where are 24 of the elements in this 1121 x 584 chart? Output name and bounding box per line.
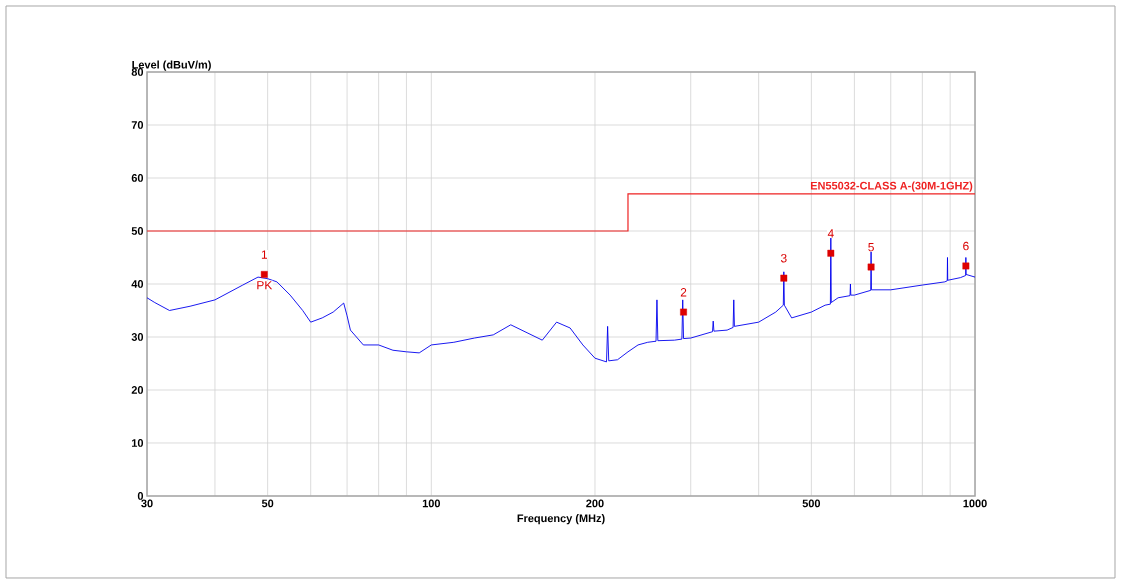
y-tick-label: 50 [131, 227, 144, 235]
x-tick-label: 50 [261, 499, 274, 508]
y-tick-label: 20 [131, 386, 144, 394]
y-tick-label: 0 [137, 492, 144, 500]
x-axis-title: Frequency (MHz) [517, 514, 605, 525]
x-tick-label: 30 [141, 499, 153, 508]
annotation: PK [257, 281, 273, 290]
annotation: 2 [680, 288, 687, 297]
x-tick-label: 200 [586, 499, 604, 508]
annotation: 3 [780, 254, 787, 263]
annotation: 4 [827, 229, 834, 238]
y-tick-label: 80 [131, 68, 144, 76]
annotation: 1 [261, 250, 268, 259]
y-tick-label: 60 [131, 174, 144, 182]
y-tick-label: 10 [132, 439, 144, 447]
x-tick-label: 100 [422, 499, 440, 508]
y-tick-label: 40 [131, 280, 144, 288]
x-tick-label: 1000 [963, 499, 987, 508]
y-tick-label: 70 [131, 121, 144, 129]
x-tick-label: 500 [802, 499, 821, 508]
y-tick-label: 30 [131, 333, 144, 341]
annotation: 6 [963, 241, 969, 251]
series-label: EN55032-CLASS A-(30M-1GHZ) [810, 181, 973, 192]
annotation: 5 [868, 242, 874, 252]
